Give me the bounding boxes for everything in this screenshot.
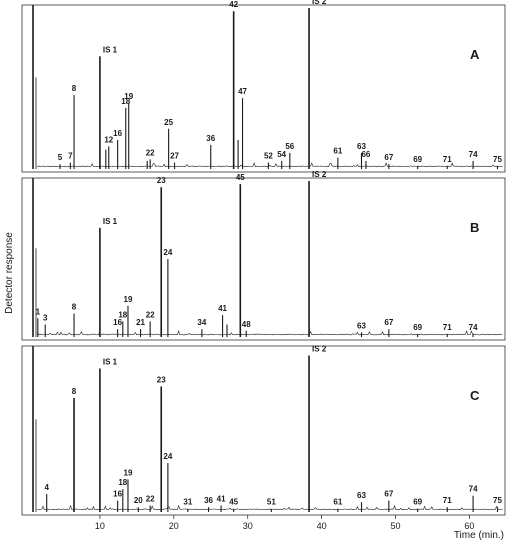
peak-label: IS 2 [312, 0, 327, 6]
peak-label: 74 [469, 323, 478, 332]
peak-label: 1 [36, 307, 41, 316]
peak-label: 56 [285, 142, 294, 151]
peak-label: 36 [204, 496, 213, 505]
peak-label: 27 [170, 152, 179, 161]
peak-label: 63 [357, 142, 366, 151]
peak-label: 75 [493, 496, 502, 505]
panel-frame [21, 4, 506, 173]
peak-label: 52 [264, 152, 273, 161]
peak-label: 24 [163, 452, 172, 461]
x-axis-title: Time (min.) [454, 530, 504, 541]
peak-label: 69 [413, 155, 422, 164]
peak-label: 67 [384, 490, 393, 499]
x-tick-label: 40 [317, 521, 327, 531]
peak-label: 22 [146, 310, 155, 319]
peak-label: 71 [443, 496, 452, 505]
peak-label: 71 [443, 323, 452, 332]
panel-letter: B [470, 220, 479, 235]
peak-label: 34 [197, 318, 206, 327]
x-tick-label: 50 [390, 521, 400, 531]
peak-label: 69 [413, 323, 422, 332]
x-tick-label: 20 [169, 521, 179, 531]
peak-label: 16 [113, 318, 122, 327]
peak-label: 22 [146, 148, 155, 157]
peak-label: 54 [277, 150, 286, 159]
peak-label: 8 [72, 84, 77, 93]
peak-label: 7 [68, 152, 73, 161]
peak-label: IS 1 [103, 358, 118, 367]
peak-label: 61 [333, 147, 342, 156]
panel-frame [21, 345, 506, 516]
peak-label: 69 [413, 498, 422, 507]
peak-label: 5 [58, 153, 63, 162]
baseline-trace [36, 504, 503, 511]
peak-label: 24 [163, 248, 172, 257]
peak-label: 18 [121, 97, 130, 106]
peak-label: IS 1 [103, 45, 118, 54]
peak-label: 41 [217, 494, 226, 503]
baseline-trace [36, 330, 503, 336]
peak-label: 19 [124, 468, 133, 477]
peak-label: 36 [206, 134, 215, 143]
peak-label: 63 [357, 321, 366, 330]
peak-label: 21 [136, 318, 145, 327]
peak-label: 67 [384, 318, 393, 327]
peak-label: 31 [183, 498, 192, 507]
y-axis-title: Detector response [4, 232, 15, 314]
peak-label: 16 [113, 490, 122, 499]
peak-label: 18 [118, 310, 127, 319]
peak-label: 3 [43, 314, 48, 323]
peak-label: 22 [146, 494, 155, 503]
baseline-trace [36, 162, 503, 168]
peak-label: 74 [469, 150, 478, 159]
panel-letter: A [470, 47, 480, 62]
peak-label: 51 [267, 498, 276, 507]
peak-label: 12 [104, 135, 113, 144]
peak-label: 19 [124, 92, 133, 101]
x-axis: 10 20 30 40 50 60 [95, 515, 474, 531]
peak-label: 16 [113, 129, 122, 138]
peak-label: 71 [443, 155, 452, 164]
peak-label: 45 [229, 498, 238, 507]
peak-label: 45 [236, 173, 245, 182]
peak-label: 4 [44, 483, 49, 492]
peak-label: 25 [164, 118, 173, 127]
peak-label: IS 2 [312, 170, 327, 179]
panel-frame [21, 177, 506, 341]
peak-label: 63 [357, 491, 366, 500]
peak-label: 20 [134, 496, 143, 505]
peak-label: 42 [229, 0, 238, 9]
peak-label: 8 [72, 387, 77, 396]
peak-label: 41 [218, 304, 227, 313]
peak-label: 18 [118, 478, 127, 487]
peak-label: 8 [72, 303, 77, 312]
peak-label: 19 [124, 295, 133, 304]
peak-label: 75 [493, 155, 502, 164]
peak-label: IS 1 [103, 217, 118, 226]
peak-label: 74 [469, 485, 478, 494]
peak-label: 23 [157, 375, 166, 384]
x-tick-label: 10 [95, 521, 105, 531]
x-tick-label: 30 [243, 521, 253, 531]
peak-label: 23 [157, 176, 166, 185]
peak-label: 66 [361, 150, 370, 159]
panel-letter: C [470, 388, 480, 403]
peak-label: 67 [384, 153, 393, 162]
x-tick-label: 60 [464, 521, 474, 531]
peak-label: 48 [242, 320, 251, 329]
peak-label: 47 [238, 87, 247, 96]
peak-label: IS 2 [312, 345, 327, 354]
peak-label: 61 [333, 498, 342, 507]
